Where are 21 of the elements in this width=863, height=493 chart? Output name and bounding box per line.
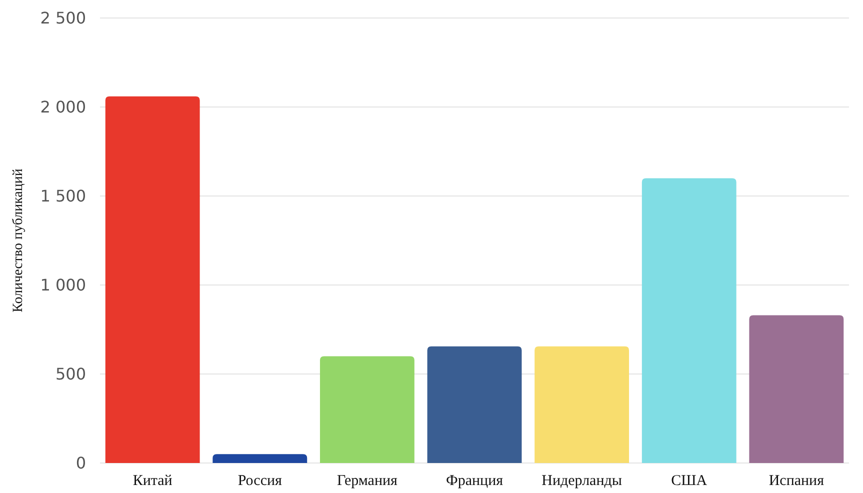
bar <box>427 346 522 463</box>
y-axis-title: Количество публикаций <box>11 168 26 312</box>
x-tick-label: Китай <box>132 473 172 489</box>
y-tick-label: 2 000 <box>40 98 86 117</box>
x-tick-label: Нидерланды <box>542 473 622 489</box>
x-tick-label: Россия <box>238 473 282 489</box>
x-tick-label: Германия <box>336 473 398 489</box>
bar <box>749 315 844 463</box>
y-tick-label: 1 500 <box>40 186 86 206</box>
bar <box>105 96 200 463</box>
x-tick-label: США <box>671 473 708 489</box>
y-tick-label: 2 500 <box>40 8 86 28</box>
bar <box>534 346 630 463</box>
x-tick-label: Испания <box>768 473 824 489</box>
bar <box>642 178 736 463</box>
bar <box>212 454 308 463</box>
y-tick-label: 1 000 <box>40 276 86 295</box>
x-tick-label: Франция <box>446 473 504 489</box>
bar <box>320 356 414 463</box>
y-tick-label: 500 <box>55 364 86 384</box>
y-tick-label: 0 <box>76 454 86 473</box>
